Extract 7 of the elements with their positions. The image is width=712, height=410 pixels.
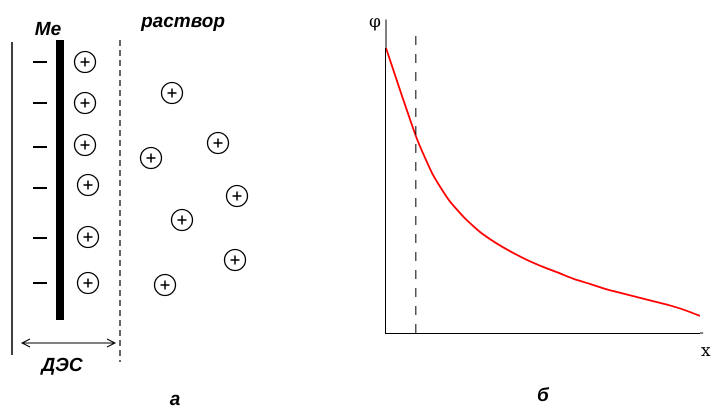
text: ДЭС — [41, 355, 83, 377]
text: а — [170, 389, 180, 410]
text: раствор — [141, 11, 225, 33]
text: Ме — [34, 19, 62, 41]
y-axis-title: φ — [369, 12, 381, 32]
text: б — [537, 385, 550, 406]
x-axis-title: x — [701, 341, 711, 361]
